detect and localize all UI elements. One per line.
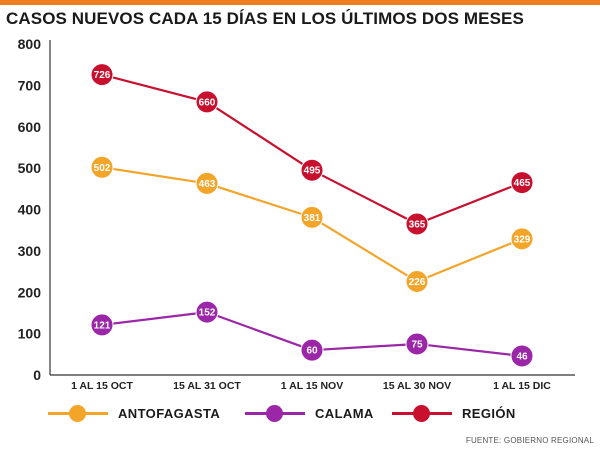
data-label-antofagasta: 226 [409, 277, 426, 288]
x-tick-label: 1 AL 15 NOV [281, 380, 343, 392]
data-point-antofagasta [405, 269, 429, 293]
data-label-antofagasta: 502 [94, 163, 111, 174]
data-point-antofagasta [510, 227, 534, 251]
data-point-calama [90, 313, 114, 337]
legend-item-calama: CALAMA [245, 398, 374, 428]
y-tick-label: 500 [18, 160, 42, 176]
legend-label-region: REGIÓN [462, 405, 516, 421]
y-tick-label: 0 [33, 367, 41, 383]
y-tick-label: 100 [18, 326, 42, 342]
chart-axes: 0 100 200 300 400 500 600 700 800 1 AL 15 OCT 15 A… [18, 36, 575, 392]
x-tick-label: 1 AL 15 DIC [493, 380, 551, 392]
y-tick-label: 200 [18, 284, 42, 300]
legend-label-calama: CALAMA [315, 405, 374, 421]
data-point-region [90, 63, 114, 87]
data-label-antofagasta: 329 [514, 234, 531, 245]
data-label-region: 660 [199, 97, 216, 108]
chart-series: 502 463 381 226 329 121 152 60 75 46 726 660 495 365 4… [90, 63, 534, 368]
top-accent-bar [0, 0, 600, 5]
data-label-antofagasta: 381 [304, 213, 321, 224]
legend-item-antofagasta: ANTOFAGASTA [48, 398, 220, 428]
data-label-calama: 60 [306, 346, 318, 357]
data-point-region [510, 171, 534, 195]
data-point-region [300, 158, 324, 182]
data-label-calama: 152 [199, 308, 216, 319]
chart-legend: ANTOFAGASTA CALAMA REGIÓN [0, 398, 600, 428]
legend-swatch-region [392, 398, 452, 428]
legend-swatch-calama [245, 398, 305, 428]
legend-swatch-antofagasta [48, 398, 108, 428]
y-tick-label: 600 [18, 119, 42, 135]
data-label-antofagasta: 463 [199, 179, 216, 190]
data-label-region: 495 [304, 166, 321, 177]
line-chart: 0 100 200 300 400 500 600 700 800 1 AL 15 OCT 15 A… [18, 36, 575, 392]
data-point-antofagasta [90, 155, 114, 179]
data-label-region: 465 [514, 178, 531, 189]
source-note: FUENTE: GOBIERNO REGIONAL [465, 436, 594, 445]
data-point-calama [195, 300, 219, 324]
x-tick-label: 15 AL 30 NOV [383, 380, 451, 392]
y-tick-label: 300 [18, 243, 42, 259]
y-tick-label: 800 [18, 36, 42, 52]
data-label-calama: 46 [516, 351, 528, 362]
data-point-calama [510, 344, 534, 368]
data-point-antofagasta [300, 205, 324, 229]
data-label-calama: 121 [94, 320, 111, 331]
legend-label-antofagasta: ANTOFAGASTA [118, 405, 221, 421]
data-point-region [405, 212, 429, 236]
x-tick-label: 15 AL 31 OCT [173, 380, 241, 392]
data-point-calama [405, 332, 429, 356]
data-label-region: 365 [409, 219, 426, 230]
chart-title: CASOS NUEVOS CADA 15 DÍAS EN LOS ÚLTIMOS… [6, 9, 524, 28]
data-point-calama [300, 338, 324, 362]
data-label-calama: 75 [411, 339, 423, 350]
data-label-region: 726 [94, 70, 111, 81]
x-tick-label: 1 AL 15 OCT [71, 380, 133, 392]
y-tick-label: 700 [18, 77, 42, 93]
data-point-region [195, 90, 219, 114]
legend-item-region: REGIÓN [392, 398, 516, 428]
series-line-region [101, 73, 523, 226]
data-point-antofagasta [195, 171, 219, 195]
y-tick-label: 400 [18, 202, 42, 218]
